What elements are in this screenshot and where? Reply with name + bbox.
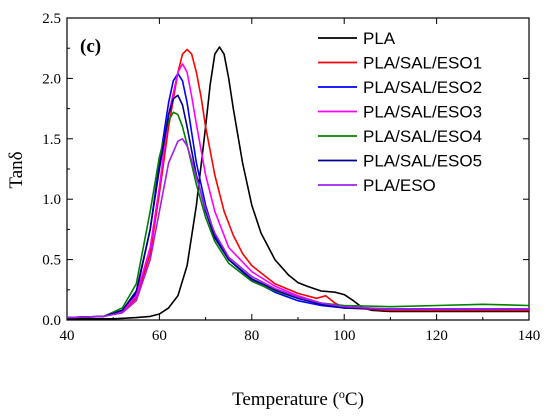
panel-label: (c) [80, 36, 101, 57]
series-line-1 [67, 46, 529, 320]
x-tick-label: 140 [518, 328, 541, 344]
y-tick-label: 0.0 [42, 313, 61, 329]
y-tick-label: 1.5 [42, 132, 61, 148]
y-tick-label: 0.5 [42, 253, 61, 269]
legend-label: PLA [363, 29, 396, 48]
y-tick-label: 2.5 [42, 11, 61, 27]
y-axis-title: Tanδ [6, 151, 27, 188]
x-tick-label: 80 [244, 328, 259, 344]
x-tick-label: 40 [60, 328, 75, 344]
legend-label: PLA/SAL/ESO4 [363, 127, 482, 146]
series-line-7 [67, 138, 529, 319]
x-tick-label: 100 [333, 328, 356, 344]
x-tick-label: 60 [152, 328, 167, 344]
legend-label: PLA/SAL/ESO2 [363, 78, 482, 97]
legend-label: PLA/ESO [363, 176, 436, 195]
legend-label: PLA/SAL/ESO3 [363, 103, 482, 122]
legend-label: PLA/SAL/ESO5 [363, 152, 482, 171]
series-line-6 [67, 94, 529, 319]
x-axis-title: Temperature (oC) [232, 387, 364, 410]
x-tick-label: 120 [425, 328, 448, 344]
y-tick-label: 1.0 [42, 192, 61, 208]
y-tick-label: 2.0 [42, 71, 61, 87]
legend-label: PLA/SAL/ESO1 [363, 54, 482, 73]
series-line-5 [67, 111, 529, 319]
